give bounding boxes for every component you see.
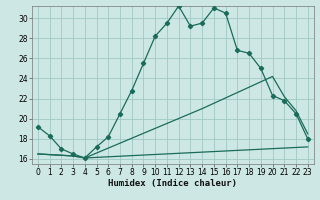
X-axis label: Humidex (Indice chaleur): Humidex (Indice chaleur) (108, 179, 237, 188)
